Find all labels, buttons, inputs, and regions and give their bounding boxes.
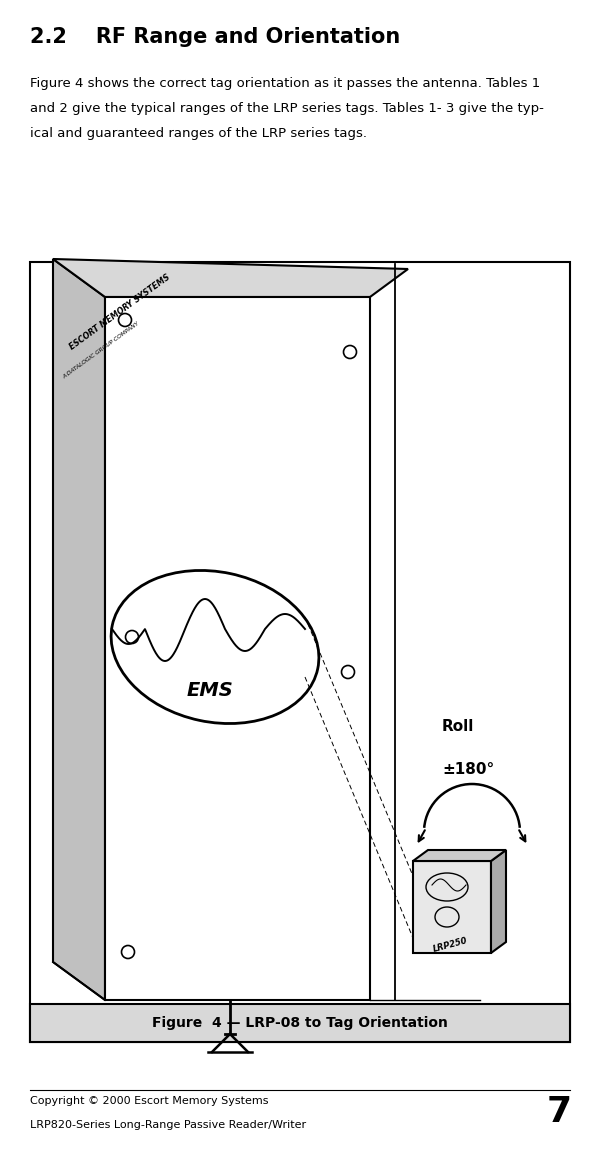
Text: Figure  4 — LRP-08 to Tag Orientation: Figure 4 — LRP-08 to Tag Orientation <box>152 1016 448 1030</box>
Bar <box>30 261 570 1042</box>
Text: Copyright © 2000 Escort Memory Systems: Copyright © 2000 Escort Memory Systems <box>30 1096 269 1106</box>
Text: and 2 give the typical ranges of the LRP series tags. Tables 1- 3 give the typ-: and 2 give the typical ranges of the LRP… <box>30 102 544 115</box>
Polygon shape <box>413 861 491 953</box>
Polygon shape <box>53 259 105 1000</box>
Polygon shape <box>491 849 506 953</box>
Text: ESCORT MEMORY SYSTEMS: ESCORT MEMORY SYSTEMS <box>68 273 172 352</box>
Polygon shape <box>105 297 370 1000</box>
Text: LRP250: LRP250 <box>431 937 469 954</box>
Text: 2.2    RF Range and Orientation: 2.2 RF Range and Orientation <box>30 27 400 46</box>
Polygon shape <box>413 849 506 861</box>
Text: Figure 4 shows the correct tag orientation as it passes the antenna. Tables 1: Figure 4 shows the correct tag orientati… <box>30 77 540 89</box>
Text: 7: 7 <box>547 1095 572 1129</box>
Text: LRP820-Series Long-Range Passive Reader/Writer: LRP820-Series Long-Range Passive Reader/… <box>30 1120 306 1129</box>
Text: A DATALOGIC GROUP COMPANY: A DATALOGIC GROUP COMPANY <box>62 321 140 380</box>
Bar <box>30 1004 570 1042</box>
Polygon shape <box>53 259 408 297</box>
Text: Roll: Roll <box>442 719 475 734</box>
Text: ±180°: ±180° <box>442 762 494 777</box>
Text: EMS: EMS <box>187 681 233 700</box>
Text: ical and guaranteed ranges of the LRP series tags.: ical and guaranteed ranges of the LRP se… <box>30 127 367 139</box>
